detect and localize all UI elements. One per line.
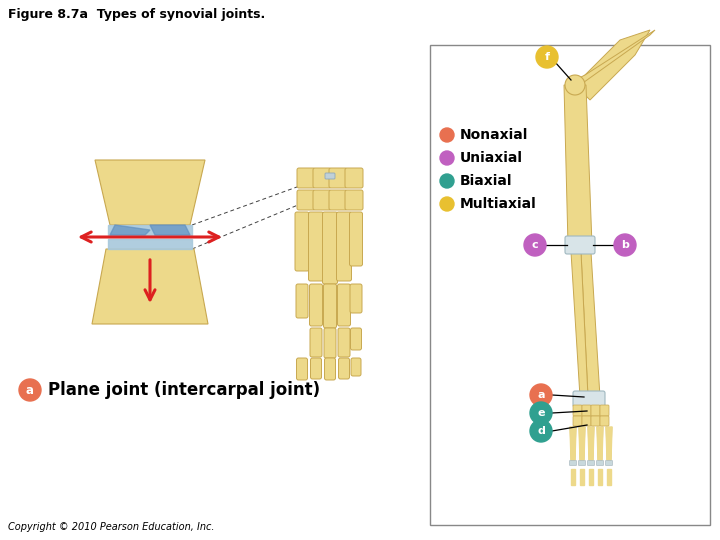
FancyBboxPatch shape	[570, 461, 577, 465]
FancyBboxPatch shape	[297, 190, 315, 210]
FancyBboxPatch shape	[430, 45, 710, 525]
FancyBboxPatch shape	[338, 328, 350, 357]
Circle shape	[440, 174, 454, 188]
Polygon shape	[589, 469, 593, 485]
FancyBboxPatch shape	[323, 212, 338, 284]
FancyBboxPatch shape	[329, 168, 347, 188]
FancyBboxPatch shape	[313, 168, 331, 188]
Text: f: f	[544, 52, 549, 62]
Circle shape	[440, 128, 454, 142]
Polygon shape	[571, 469, 575, 485]
Text: Multiaxial: Multiaxial	[460, 197, 536, 211]
Text: a: a	[26, 383, 34, 396]
Text: Biaxial: Biaxial	[460, 174, 513, 188]
Text: e: e	[537, 408, 545, 418]
FancyBboxPatch shape	[308, 212, 323, 281]
FancyBboxPatch shape	[591, 405, 600, 416]
Circle shape	[536, 46, 558, 68]
Circle shape	[530, 402, 552, 424]
FancyBboxPatch shape	[336, 212, 351, 281]
FancyBboxPatch shape	[329, 190, 347, 210]
Circle shape	[565, 75, 585, 95]
Polygon shape	[571, 252, 588, 397]
Polygon shape	[110, 225, 150, 235]
Circle shape	[530, 384, 552, 406]
FancyBboxPatch shape	[310, 328, 322, 357]
Circle shape	[440, 197, 454, 211]
Polygon shape	[588, 427, 594, 460]
Text: Copyright © 2010 Pearson Education, Inc.: Copyright © 2010 Pearson Education, Inc.	[8, 522, 215, 532]
FancyBboxPatch shape	[351, 328, 361, 350]
Polygon shape	[150, 225, 190, 235]
Text: Plane joint (intercarpal joint): Plane joint (intercarpal joint)	[48, 381, 320, 399]
Text: a: a	[537, 390, 545, 400]
FancyBboxPatch shape	[351, 358, 361, 376]
Circle shape	[614, 234, 636, 256]
FancyBboxPatch shape	[297, 168, 315, 188]
FancyBboxPatch shape	[297, 358, 307, 380]
FancyBboxPatch shape	[313, 190, 331, 210]
Polygon shape	[607, 469, 611, 485]
Circle shape	[530, 420, 552, 442]
FancyBboxPatch shape	[565, 236, 595, 254]
Text: b: b	[621, 240, 629, 250]
FancyBboxPatch shape	[573, 416, 582, 426]
FancyBboxPatch shape	[338, 284, 351, 326]
FancyBboxPatch shape	[295, 212, 309, 271]
FancyBboxPatch shape	[350, 284, 362, 313]
FancyBboxPatch shape	[349, 212, 362, 266]
Circle shape	[19, 379, 41, 401]
Polygon shape	[92, 249, 208, 324]
FancyBboxPatch shape	[310, 358, 322, 379]
Polygon shape	[564, 85, 592, 245]
FancyBboxPatch shape	[323, 284, 336, 328]
FancyBboxPatch shape	[345, 190, 363, 210]
Text: d: d	[537, 426, 545, 436]
FancyBboxPatch shape	[345, 168, 363, 188]
FancyBboxPatch shape	[578, 461, 585, 465]
FancyBboxPatch shape	[582, 416, 591, 426]
Polygon shape	[575, 30, 650, 100]
Polygon shape	[581, 252, 600, 397]
FancyBboxPatch shape	[325, 173, 335, 179]
FancyBboxPatch shape	[296, 284, 308, 318]
FancyBboxPatch shape	[582, 405, 591, 416]
Circle shape	[524, 234, 546, 256]
FancyBboxPatch shape	[573, 391, 605, 407]
Text: Nonaxial: Nonaxial	[460, 128, 528, 142]
Text: Figure 8.7a  Types of synovial joints.: Figure 8.7a Types of synovial joints.	[8, 8, 265, 21]
FancyBboxPatch shape	[324, 328, 336, 358]
FancyBboxPatch shape	[600, 405, 609, 416]
Polygon shape	[570, 427, 576, 460]
Polygon shape	[597, 427, 603, 460]
Polygon shape	[108, 239, 192, 249]
FancyBboxPatch shape	[338, 358, 349, 379]
Text: c: c	[531, 240, 539, 250]
Circle shape	[440, 151, 454, 165]
FancyBboxPatch shape	[606, 461, 613, 465]
FancyBboxPatch shape	[596, 461, 603, 465]
FancyBboxPatch shape	[588, 461, 595, 465]
FancyBboxPatch shape	[310, 284, 323, 326]
FancyBboxPatch shape	[600, 416, 609, 426]
FancyBboxPatch shape	[591, 416, 600, 426]
Polygon shape	[95, 160, 205, 225]
Text: Uniaxial: Uniaxial	[460, 151, 523, 165]
Polygon shape	[579, 427, 585, 460]
Polygon shape	[606, 427, 612, 460]
Polygon shape	[108, 225, 192, 235]
FancyBboxPatch shape	[573, 405, 582, 416]
Polygon shape	[580, 469, 584, 485]
Polygon shape	[575, 30, 655, 85]
Polygon shape	[598, 469, 602, 485]
FancyBboxPatch shape	[325, 358, 336, 380]
